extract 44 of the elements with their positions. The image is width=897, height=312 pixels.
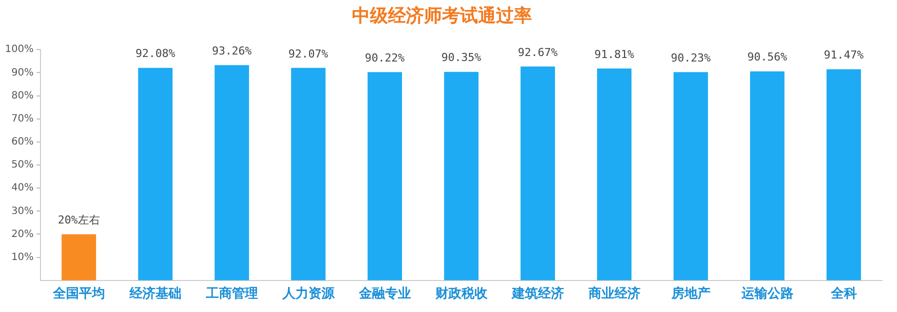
x-tick-label: 金融专业 (358, 286, 411, 302)
bar (138, 68, 173, 280)
data-label: 92.67% (518, 46, 558, 59)
bar (291, 68, 326, 280)
data-label: 91.81% (594, 48, 635, 61)
y-tick-label: 90% (11, 67, 34, 78)
x-tick-label: 建筑经济 (510, 286, 564, 302)
x-tick-label: 全国平均 (52, 286, 105, 302)
y-tick-label: 70% (11, 113, 34, 124)
y-tick-label: 80% (11, 90, 34, 102)
y-tick-label: 10% (11, 252, 34, 263)
x-tick-label: 财政税收 (434, 286, 488, 302)
data-label: 90.35% (441, 51, 482, 64)
bar (597, 68, 632, 280)
data-label: 92.07% (288, 47, 329, 60)
y-tick-label: 50% (11, 160, 34, 171)
x-tick-label: 商业经济 (587, 286, 640, 302)
bar (826, 69, 861, 280)
data-label: 20%左右 (58, 214, 100, 227)
y-tick-label: 60% (11, 136, 34, 148)
data-label: 90.22% (364, 52, 406, 65)
y-tick-label: 30% (11, 206, 34, 217)
y-tick-label: 20% (11, 228, 34, 240)
bar (214, 65, 250, 280)
bar (750, 71, 784, 280)
x-tick-label: 人力资源 (281, 286, 336, 302)
data-label: 90.56% (747, 50, 788, 64)
bar (62, 234, 96, 280)
x-tick-label: 运输公路 (740, 286, 794, 302)
data-label: 92.08% (135, 47, 176, 60)
data-label: 93.26% (212, 44, 252, 58)
data-label: 90.23% (670, 52, 712, 65)
x-tick-label: 工商管理 (204, 286, 258, 302)
x-tick-label: 房地产 (670, 286, 710, 302)
x-tick-label: 全科 (830, 286, 857, 302)
bar (520, 66, 555, 280)
bar (674, 72, 708, 280)
bar (444, 72, 479, 280)
x-tick-label: 经济基础 (128, 286, 182, 302)
bar (368, 72, 402, 280)
chart-title: 中级经济师考试通过率 (352, 5, 532, 26)
data-label: 91.47% (824, 48, 864, 62)
y-tick-label: 100% (4, 44, 34, 56)
y-tick-label: 40% (11, 182, 34, 194)
